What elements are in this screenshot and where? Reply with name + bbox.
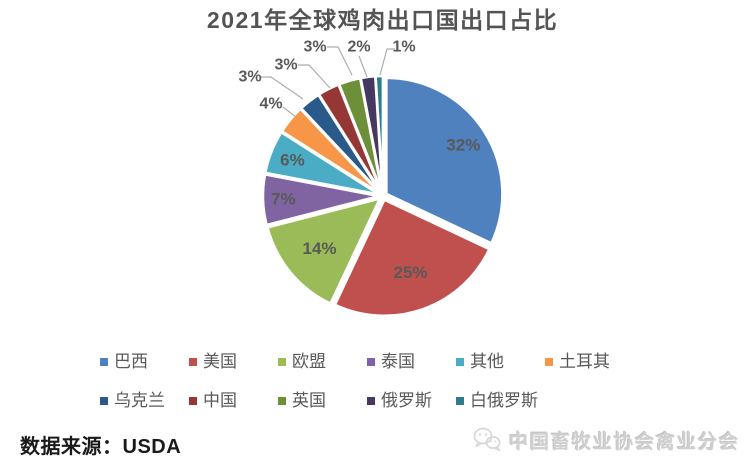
pie-percent-label: 32% xyxy=(446,136,480,155)
label-leader-line xyxy=(379,48,395,76)
pie-slice xyxy=(333,198,491,318)
chart-title: 2021年全球鸡肉出口国出口占比 xyxy=(206,7,559,33)
label-leader-line xyxy=(358,55,368,78)
pie-percent-label: 7% xyxy=(271,190,296,209)
label-leader-line xyxy=(298,64,331,89)
watermark: 中国畜牧业协会禽业分会 xyxy=(472,426,740,454)
label-leader-line xyxy=(261,76,304,100)
pie-slice xyxy=(261,173,381,227)
pie-percent-label: 3% xyxy=(238,69,261,86)
source-label: 数据来源：USDA xyxy=(20,436,182,458)
pie-slice xyxy=(264,131,381,196)
pie-slice xyxy=(266,197,382,305)
pie-percent-label: 4% xyxy=(259,96,282,113)
pie-percent-label: 25% xyxy=(393,263,427,282)
pie-percent-label: 6% xyxy=(280,151,305,170)
pie-slice xyxy=(374,74,385,194)
pie-percent-label: 1% xyxy=(392,39,415,56)
pie-percent-label: 3% xyxy=(274,57,297,74)
pie-percent-label: 3% xyxy=(303,39,326,56)
pie-slice xyxy=(385,76,504,245)
pie-percent-label: 14% xyxy=(303,239,337,258)
label-leader-line xyxy=(282,106,297,118)
pie-percent-label: 2% xyxy=(347,39,370,56)
watermark-text: 中国畜牧业协会禽业分会 xyxy=(508,431,740,453)
wechat-icon xyxy=(473,427,501,452)
label-leader-line xyxy=(327,46,353,76)
